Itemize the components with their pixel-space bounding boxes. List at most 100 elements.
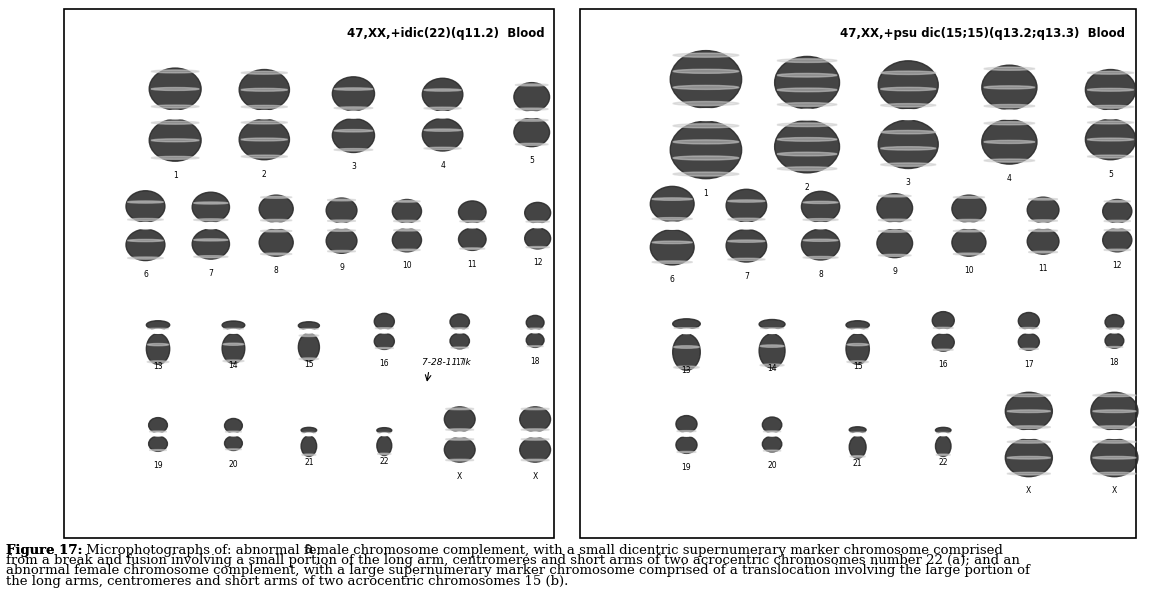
Ellipse shape <box>763 417 782 432</box>
Ellipse shape <box>803 219 838 221</box>
Ellipse shape <box>933 327 954 328</box>
Text: 10: 10 <box>964 266 974 275</box>
Ellipse shape <box>194 202 228 204</box>
Ellipse shape <box>763 431 781 432</box>
Ellipse shape <box>520 408 549 410</box>
Ellipse shape <box>228 433 239 436</box>
Ellipse shape <box>333 223 350 228</box>
Ellipse shape <box>147 343 169 346</box>
Ellipse shape <box>1101 431 1128 438</box>
Ellipse shape <box>152 156 199 159</box>
Ellipse shape <box>531 223 545 228</box>
Ellipse shape <box>422 118 462 151</box>
Ellipse shape <box>530 330 540 333</box>
Ellipse shape <box>127 219 163 221</box>
Ellipse shape <box>846 333 869 364</box>
Ellipse shape <box>803 201 838 204</box>
Ellipse shape <box>650 187 694 222</box>
Ellipse shape <box>161 110 189 119</box>
Ellipse shape <box>1102 200 1132 223</box>
Text: from a break and fusion involving a small portion of the long arm, centromeres a: from a break and fusion involving a smal… <box>6 554 1020 567</box>
Ellipse shape <box>953 253 985 255</box>
Ellipse shape <box>1093 426 1136 428</box>
Ellipse shape <box>847 361 868 363</box>
Ellipse shape <box>778 138 837 141</box>
Ellipse shape <box>765 329 779 333</box>
Ellipse shape <box>424 89 461 91</box>
Ellipse shape <box>445 459 474 461</box>
Ellipse shape <box>150 450 167 451</box>
Ellipse shape <box>127 239 163 242</box>
Ellipse shape <box>1027 197 1059 223</box>
Ellipse shape <box>327 199 356 201</box>
Text: 7-28-11  lk: 7-28-11 lk <box>422 358 471 366</box>
Ellipse shape <box>1103 229 1131 231</box>
Ellipse shape <box>376 328 394 329</box>
Ellipse shape <box>299 358 319 360</box>
Ellipse shape <box>327 251 356 252</box>
Ellipse shape <box>377 436 392 456</box>
Ellipse shape <box>301 454 316 456</box>
Text: 21: 21 <box>853 459 862 468</box>
Ellipse shape <box>879 230 911 232</box>
Ellipse shape <box>932 333 954 351</box>
Ellipse shape <box>935 436 952 456</box>
Ellipse shape <box>1093 456 1136 459</box>
Ellipse shape <box>1007 456 1050 459</box>
Ellipse shape <box>984 159 1035 162</box>
Ellipse shape <box>526 333 544 347</box>
Ellipse shape <box>933 349 954 350</box>
Ellipse shape <box>223 343 243 345</box>
Ellipse shape <box>1091 392 1138 430</box>
Ellipse shape <box>767 433 778 436</box>
Ellipse shape <box>376 347 394 349</box>
Text: 17: 17 <box>1025 359 1034 369</box>
Ellipse shape <box>241 89 287 91</box>
Ellipse shape <box>1085 69 1136 110</box>
Ellipse shape <box>726 229 767 262</box>
Ellipse shape <box>192 192 229 222</box>
Ellipse shape <box>422 78 462 111</box>
Ellipse shape <box>146 333 169 364</box>
Ellipse shape <box>1028 230 1058 232</box>
Ellipse shape <box>134 222 156 229</box>
Ellipse shape <box>650 230 694 265</box>
Text: X: X <box>1026 486 1032 495</box>
Ellipse shape <box>763 436 782 452</box>
Ellipse shape <box>445 429 474 431</box>
Ellipse shape <box>460 248 484 249</box>
Ellipse shape <box>653 241 692 244</box>
Text: 2: 2 <box>804 183 809 192</box>
Ellipse shape <box>1105 314 1124 330</box>
Ellipse shape <box>225 436 242 450</box>
Ellipse shape <box>953 219 985 222</box>
Text: 3: 3 <box>351 162 356 171</box>
Ellipse shape <box>1005 439 1052 476</box>
Ellipse shape <box>1007 472 1050 475</box>
Ellipse shape <box>801 191 840 222</box>
Ellipse shape <box>298 333 320 361</box>
Ellipse shape <box>677 431 697 432</box>
Ellipse shape <box>673 69 738 73</box>
Ellipse shape <box>661 222 684 229</box>
Bar <box>580 9 1136 538</box>
Ellipse shape <box>459 201 486 223</box>
Text: 13: 13 <box>153 362 162 371</box>
Ellipse shape <box>241 121 287 124</box>
Text: 6: 6 <box>143 270 148 279</box>
Ellipse shape <box>241 138 287 141</box>
Ellipse shape <box>1005 392 1052 430</box>
Ellipse shape <box>1087 121 1134 124</box>
Ellipse shape <box>778 103 837 106</box>
Ellipse shape <box>444 407 475 432</box>
Ellipse shape <box>1091 439 1138 476</box>
Ellipse shape <box>774 56 839 109</box>
Ellipse shape <box>935 427 952 433</box>
Ellipse shape <box>394 249 421 251</box>
Ellipse shape <box>673 156 738 160</box>
Ellipse shape <box>146 321 169 329</box>
Text: 20: 20 <box>767 461 777 470</box>
Ellipse shape <box>891 110 925 119</box>
Ellipse shape <box>150 68 202 110</box>
Text: 14: 14 <box>228 361 239 370</box>
